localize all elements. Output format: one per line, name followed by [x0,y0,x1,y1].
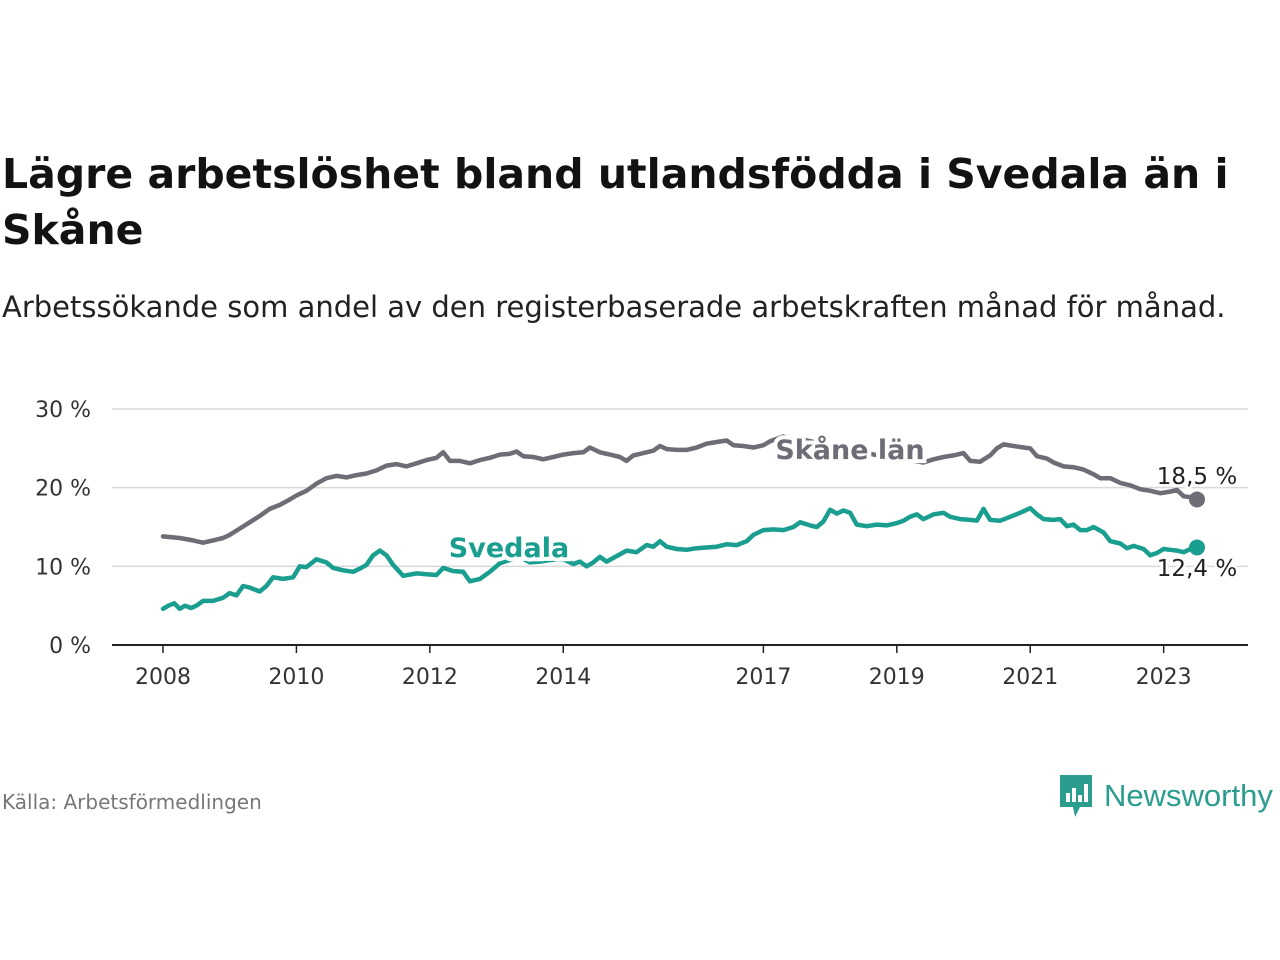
series-label-svedala: Svedala [449,533,569,564]
last-value-label-svedala: 12,4 % [1157,556,1237,582]
series-line-skane [160,434,1200,545]
x-tick-label: 2019 [869,665,925,690]
last-value-label-skane: 18,5 % [1157,464,1237,490]
y-tick-label: 0 % [49,634,91,659]
y-tick-label: 20 % [35,477,91,502]
line-chart: 0 % 10 % 20 % 30 % 2008 2010 2012 2014 2017 2019… [35,398,1248,690]
series-label-skane: Skåne län [775,434,924,466]
x-tick-label: 2010 [268,665,324,690]
x-tick-label: 2017 [735,665,791,690]
x-tick-label: 2021 [1002,665,1058,690]
gridlines [112,408,1248,568]
brand-name: Newsworthy [1104,778,1273,813]
series-layer [160,434,1205,612]
chart-subtitle: Arbetssökande som andel av den registerb… [2,290,1226,324]
x-tick-label: 2014 [535,665,591,690]
y-axis-labels: 0 % 10 % 20 % 30 % [35,398,91,659]
chart-title: Lägre arbetslöshet bland utlandsfödda i … [2,150,1229,254]
x-tick-label: 2012 [402,665,458,690]
y-tick-label: 10 % [35,555,91,580]
series-line-svedala [160,505,1200,612]
y-tick-label: 30 % [35,398,91,423]
end-point-skane [1189,491,1205,508]
newsworthy-logo-icon [1058,773,1094,819]
source-note: Källa: Arbetsförmedlingen [2,790,262,814]
x-axis: 2008 2010 2012 2014 2017 2019 2021 2023 [112,644,1248,690]
x-tick-label: 2008 [135,665,191,690]
series-labels: Skåne län Svedala 18,5 % 12,4 % [445,430,1240,585]
end-point-svedala [1189,539,1205,556]
x-tick-label: 2023 [1136,665,1192,690]
brand-logo: Newsworthy [1058,772,1273,820]
